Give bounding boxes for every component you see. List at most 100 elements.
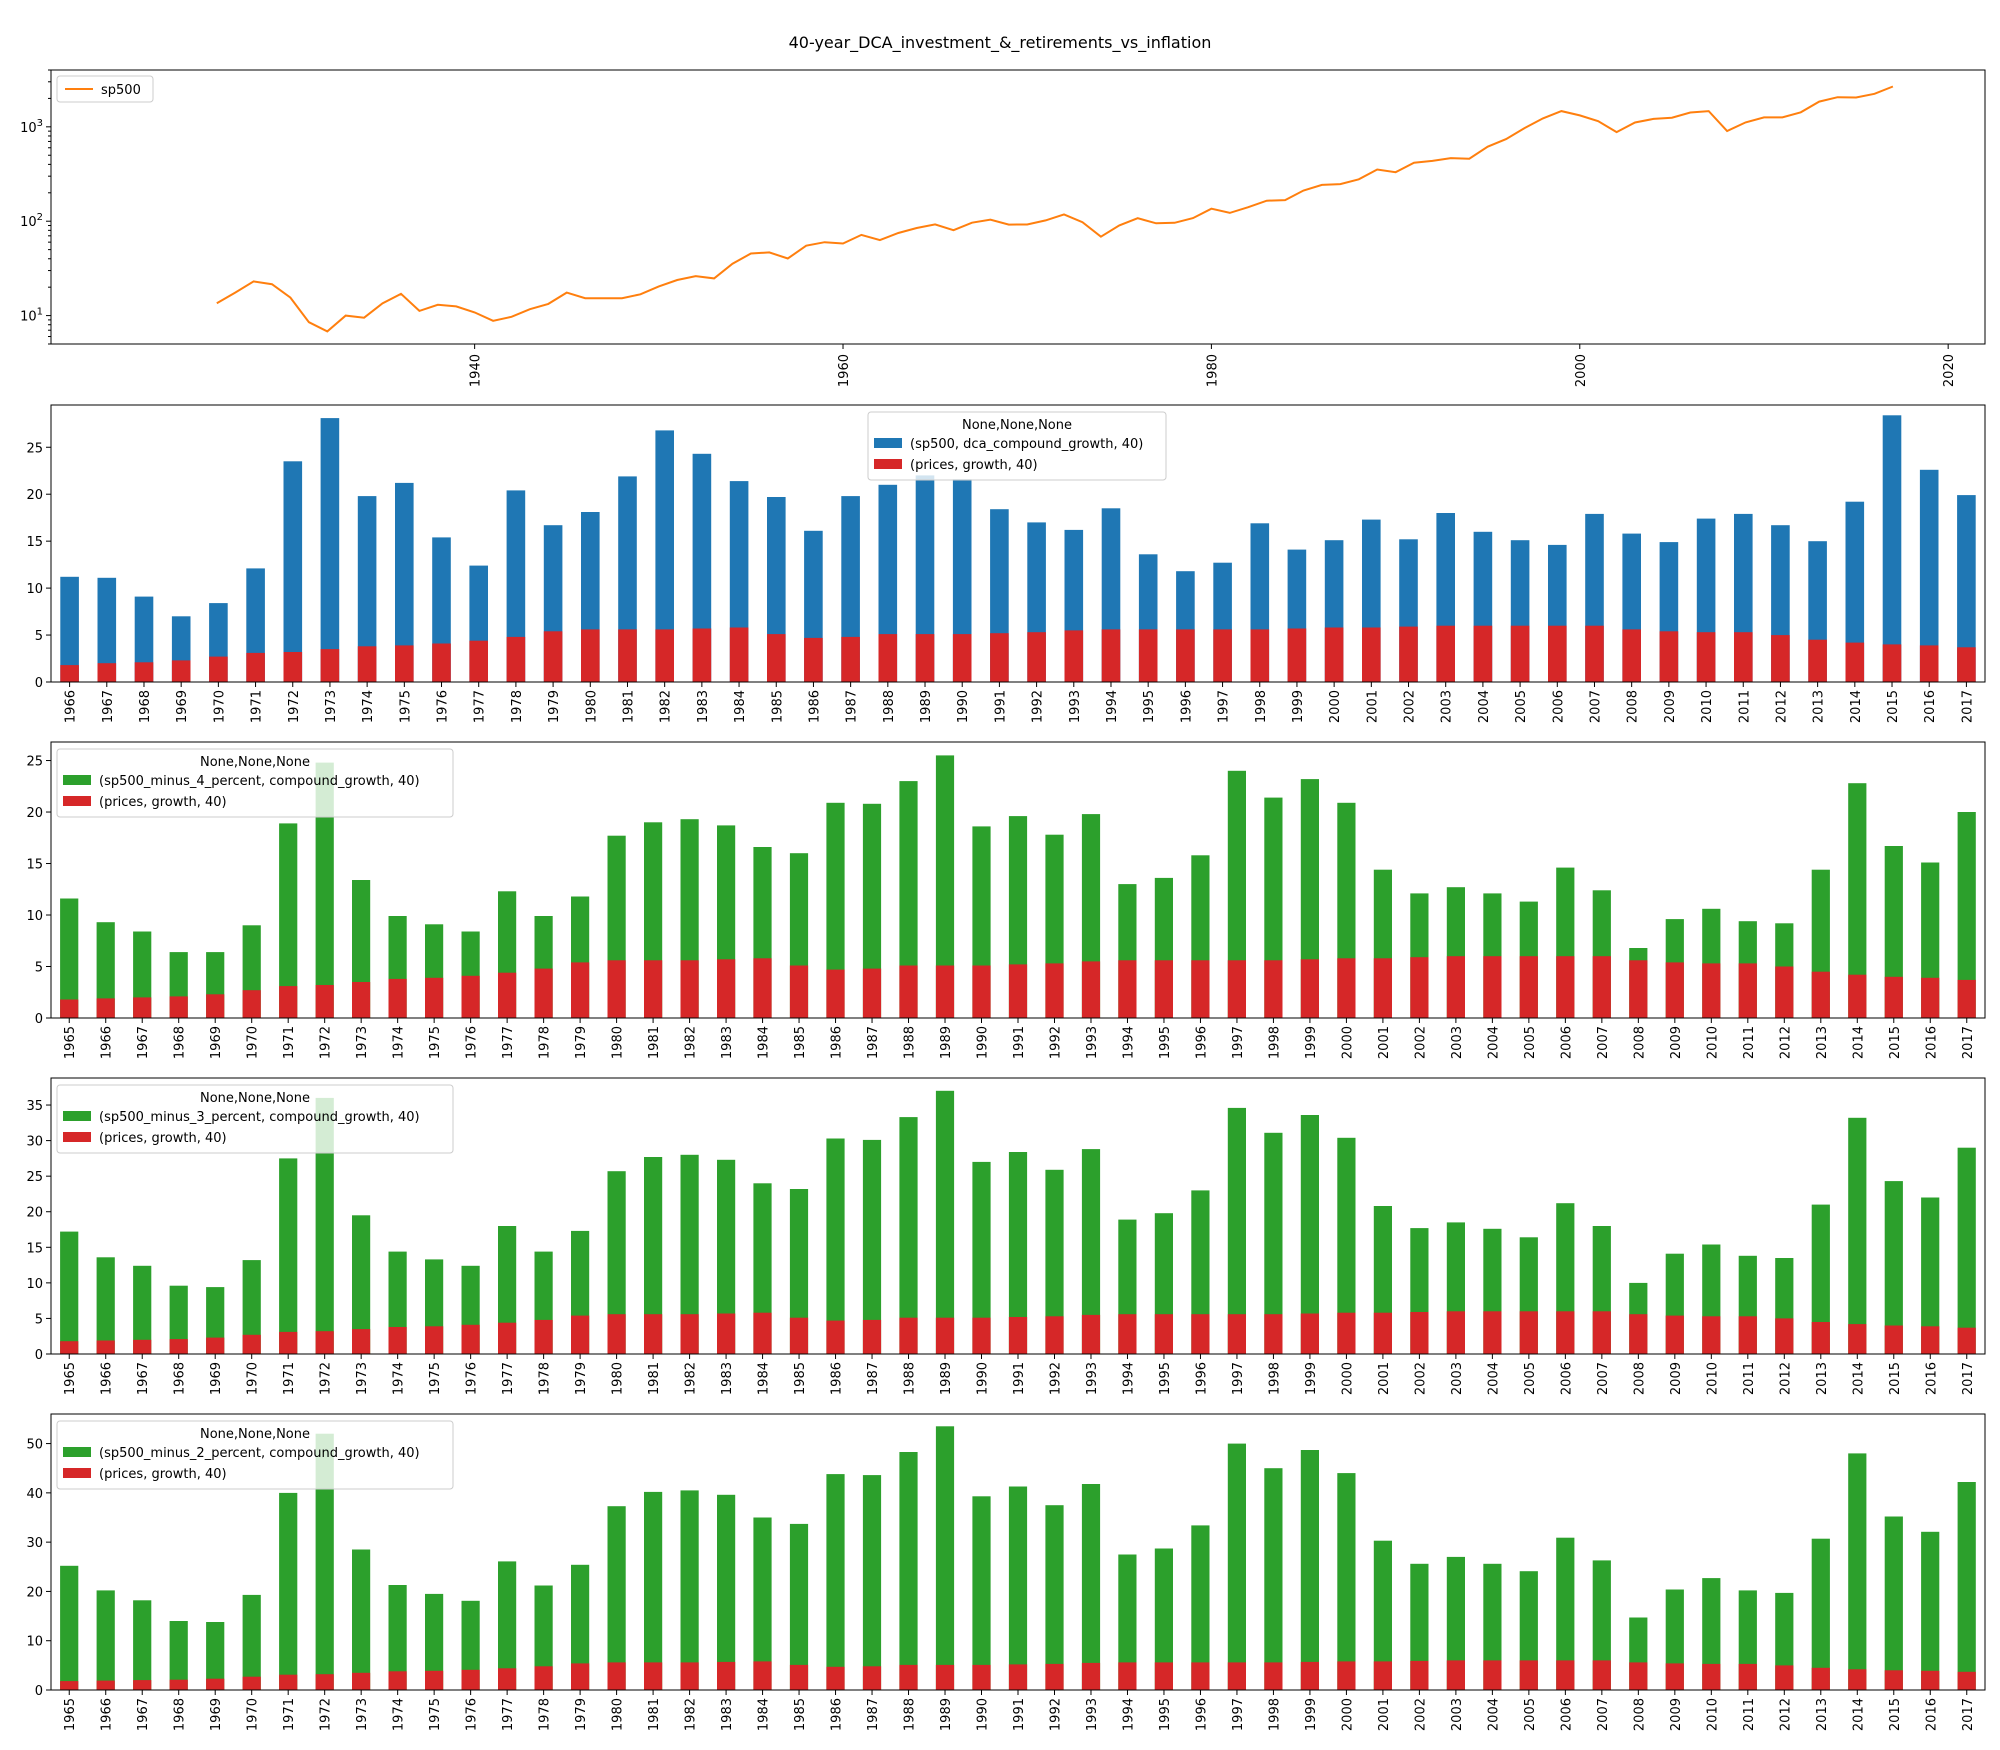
figure-title: 40-year_DCA_investment_&_retirements_vs_… xyxy=(789,33,1212,53)
bar-primary xyxy=(1300,1450,1319,1690)
y-tick-label: 0 xyxy=(35,676,43,691)
x-tick-label: 1986 xyxy=(807,690,822,723)
bar-prices xyxy=(680,1662,699,1690)
bar-prices xyxy=(1556,956,1575,1018)
x-tick-label: 1994 xyxy=(1122,1026,1137,1059)
x-tick-label: 1993 xyxy=(1068,690,1083,723)
y-tick-label: 15 xyxy=(26,858,43,873)
bar-prices xyxy=(571,962,590,1018)
x-tick-label: 2003 xyxy=(1450,1026,1465,1059)
bar-primary xyxy=(357,496,377,682)
x-tick-label: 2004 xyxy=(1486,1362,1501,1395)
bar-prices xyxy=(1734,632,1753,682)
bar-prices xyxy=(1921,977,1940,1018)
legend-title: None,None,None xyxy=(200,755,310,770)
bar-primary xyxy=(506,490,526,682)
x-tick-label: 2001 xyxy=(1377,1362,1392,1395)
bar-primary xyxy=(1921,1197,1940,1354)
bar-primary xyxy=(1446,1556,1465,1690)
x-tick-label: 1973 xyxy=(355,1362,370,1395)
y-tick-label: 20 xyxy=(26,806,43,821)
x-tick-label: 1992 xyxy=(1049,1026,1064,1059)
x-tick-label: 2012 xyxy=(1774,690,1789,723)
x-tick-label: 2000 xyxy=(1328,690,1343,723)
bar-prices xyxy=(1410,1660,1429,1690)
bar-prices xyxy=(60,1681,79,1690)
bar-prices xyxy=(1473,625,1493,682)
x-tick-label: 2013 xyxy=(1815,1362,1830,1395)
x-tick-label: 1974 xyxy=(392,1026,407,1059)
bar-primary xyxy=(242,1260,261,1354)
bar-prices xyxy=(1373,958,1392,1018)
bar-primary xyxy=(1264,1132,1283,1354)
bar-prices xyxy=(242,1676,261,1690)
bar-prices xyxy=(1556,1660,1575,1690)
x-tick-label: 2009 xyxy=(1669,1698,1684,1731)
y-tick-label: 5 xyxy=(35,629,43,644)
x-tick-label: 1977 xyxy=(501,1362,516,1395)
bar-prices xyxy=(972,1664,991,1690)
bar-prices xyxy=(692,628,712,682)
x-tick-label: 2003 xyxy=(1440,690,1455,723)
x-tick-label: 1995 xyxy=(1158,1698,1173,1731)
bar-prices xyxy=(1045,963,1064,1018)
bar-prices xyxy=(972,965,991,1018)
axes-frame xyxy=(50,69,1986,345)
bar-prices xyxy=(388,978,407,1018)
bar-prices xyxy=(1101,629,1121,682)
x-tick-label: 1979 xyxy=(574,1362,589,1395)
bar-prices xyxy=(425,977,444,1018)
bar-prices xyxy=(246,652,265,682)
x-tick-label: 1982 xyxy=(659,690,674,723)
x-tick-label: 1987 xyxy=(866,1362,881,1395)
y-tick-label: 25 xyxy=(26,441,43,456)
x-tick-label: 1986 xyxy=(830,1026,845,1059)
x-tick-label: 1983 xyxy=(720,1026,735,1059)
bar-prices xyxy=(1264,1662,1283,1690)
bar-prices xyxy=(804,637,823,682)
x-tick-label: 1991 xyxy=(1012,1698,1027,1731)
bar-primary xyxy=(935,1090,955,1354)
bar-prices xyxy=(1227,1662,1246,1690)
bar-primary xyxy=(862,803,882,1018)
x-tick-label: 2014 xyxy=(1849,690,1864,723)
bar-primary xyxy=(692,453,712,682)
sp500-series-line xyxy=(216,85,1894,333)
x-tick-label: 1978 xyxy=(538,1026,553,1059)
bar-primary xyxy=(789,1189,809,1354)
bar-prices xyxy=(425,1670,444,1690)
x-tick-label: 1996 xyxy=(1195,1698,1210,1731)
bar-prices xyxy=(1008,964,1028,1018)
x-tick-label: 2001 xyxy=(1377,1026,1392,1059)
bar-prices xyxy=(1027,632,1046,682)
bar-prices xyxy=(425,1326,444,1354)
bar-prices xyxy=(315,1331,334,1354)
x-tick-label: 1998 xyxy=(1267,1026,1282,1059)
legend-swatch xyxy=(63,1111,91,1121)
x-tick-label: 1982 xyxy=(684,1026,699,1059)
x-tick-label: 2006 xyxy=(1559,1026,1574,1059)
bar-primary xyxy=(878,484,898,682)
bar-prices xyxy=(1519,1660,1538,1690)
bar-prices xyxy=(1848,974,1867,1018)
bar-prices xyxy=(1665,962,1684,1018)
x-tick-label: 1978 xyxy=(538,1698,553,1731)
bar-prices xyxy=(1008,1664,1028,1690)
bar-prices xyxy=(1775,1318,1794,1354)
x-tick-label: 2009 xyxy=(1669,1026,1684,1059)
bar-prices xyxy=(1264,960,1283,1018)
x-tick-label: 2010 xyxy=(1705,1026,1720,1059)
x-tick-label: 2000 xyxy=(1340,1362,1355,1395)
bar-primary xyxy=(498,1226,517,1354)
x-tick-label: 2002 xyxy=(1403,690,1418,723)
x-tick-label: 2007 xyxy=(1596,1362,1611,1395)
bar-prices xyxy=(357,646,377,682)
x-tick-label: 1991 xyxy=(1012,1026,1027,1059)
x-tick-label: 1966 xyxy=(100,1698,115,1731)
bar-prices xyxy=(1410,1312,1429,1354)
bar-primary xyxy=(1337,1137,1356,1354)
x-tick-label: 1981 xyxy=(647,1362,662,1395)
x-tick-label: 2015 xyxy=(1888,1026,1903,1059)
bar-prices xyxy=(1921,1326,1940,1354)
legend-box xyxy=(56,1084,454,1154)
